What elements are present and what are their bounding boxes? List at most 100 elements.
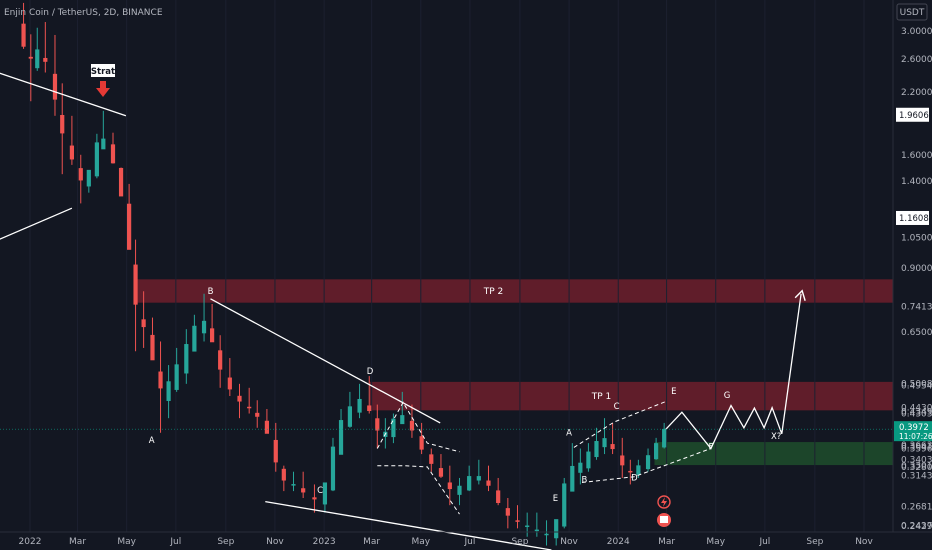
candle-body [291, 484, 296, 486]
candle-body [400, 415, 405, 425]
wave-label: E [671, 387, 676, 397]
currency-button[interactable] [896, 3, 928, 21]
candle-body [60, 114, 65, 134]
price-axis-panel[interactable] [893, 0, 932, 550]
candle-body [476, 476, 481, 481]
trend-line [210, 298, 441, 424]
candle-body [21, 23, 26, 47]
y-tick-label: 0.2429 [901, 522, 932, 532]
lines-layer [0, 72, 806, 550]
strat-marker: Strat [91, 64, 115, 97]
x-tick-label: Nov [560, 537, 578, 547]
y-tick-label: 2.2000 [901, 88, 932, 98]
y-tick-label: 0.7413 [901, 302, 932, 312]
trend-line [0, 207, 73, 240]
candle-body [312, 497, 317, 500]
candle-body [562, 483, 567, 527]
zone-label: TP 2 [483, 287, 504, 297]
wave-label: E [553, 494, 558, 504]
candle-body [586, 451, 591, 469]
wave-label: G [724, 391, 731, 401]
dashed-channel-line [581, 448, 712, 483]
dashed-channel-line [377, 465, 460, 515]
arrow-down-icon [96, 81, 110, 97]
y-tick-label: 0.4349 [901, 407, 932, 417]
candle-body [367, 405, 372, 412]
y-tick-label: 3.0000 [901, 27, 932, 37]
candle-body [141, 319, 146, 328]
wave-label: B [581, 475, 587, 485]
y-tick-label: 0.2437 [901, 521, 932, 531]
candle-body [264, 420, 270, 434]
candle-body [255, 412, 260, 417]
candle-body [375, 418, 380, 431]
candle-body [28, 56, 33, 59]
lightning-event-icon[interactable] [657, 495, 671, 509]
wave-label: F [708, 443, 713, 453]
candle-body [357, 398, 362, 413]
candle-body [602, 438, 607, 448]
candle-body [247, 406, 252, 409]
candle-body [133, 264, 138, 305]
candle-body [322, 482, 328, 505]
candle-body [192, 325, 197, 352]
trend-line [265, 500, 552, 550]
zone-band [370, 381, 893, 411]
candle-body [544, 533, 549, 536]
x-tick-label: Mar [69, 537, 86, 547]
candle-body [281, 468, 286, 481]
x-tick-label: Sep [511, 537, 528, 547]
wave-label: C [317, 486, 323, 496]
candle-body [174, 364, 179, 390]
candle-body [419, 436, 424, 450]
x-tick-label: Sep [217, 537, 234, 547]
time-axis[interactable]: 2022 Mar May Jul Sep Nov 2023 Mar May Jul Sep Nov 20… [19, 537, 874, 547]
zone-band [654, 442, 893, 466]
wave-label: X? [771, 432, 781, 442]
y-tick-label: 0.3403 [901, 456, 932, 466]
candle-body [662, 428, 667, 448]
strat-badge [91, 64, 115, 77]
price-tag[interactable] [896, 107, 929, 122]
candle-body [338, 420, 344, 455]
symbol-title: Enjin Coin / TetherUS, 2D, BINANCE [4, 8, 163, 18]
candle-body [515, 520, 520, 522]
candle-body [218, 350, 223, 370]
candle-body [610, 444, 615, 450]
price-tag[interactable] [896, 210, 929, 225]
candle-body [210, 328, 215, 343]
x-tick-label: 2023 [313, 537, 336, 547]
y-tick-label: 0.6500 [901, 328, 932, 338]
candle-body [391, 418, 396, 438]
x-tick-label: 2024 [607, 537, 630, 547]
candle-body [69, 145, 75, 160]
x-tick-label: 2022 [19, 537, 42, 547]
wave-label: D [631, 474, 638, 484]
wave-label: D [367, 367, 374, 377]
candle-body [438, 468, 444, 477]
wave-label: A [149, 436, 155, 446]
candle-body [457, 485, 462, 495]
candle-body [237, 395, 242, 402]
candle-body [467, 476, 472, 491]
projection-arrowhead [794, 289, 806, 301]
candle-body [110, 144, 116, 164]
x-tick-label: Mar [363, 537, 380, 547]
candle-body [127, 203, 132, 250]
x-tick-label: Mar [658, 537, 675, 547]
candle-body [486, 480, 491, 486]
y-tick-label: 0.3280 [901, 463, 932, 473]
y-tick-label: 1.0500 [901, 234, 932, 244]
candle-body [35, 49, 40, 69]
event-icons [657, 495, 671, 527]
y-tick-label: 0.9000 [901, 264, 932, 274]
candle-body [578, 462, 583, 473]
y-tick-label: 0.3143 [901, 471, 932, 481]
candle-body [570, 465, 575, 492]
current-price-tag[interactable] [894, 421, 932, 442]
zone-label: TP 1 [591, 392, 612, 402]
candle-body [78, 168, 83, 181]
